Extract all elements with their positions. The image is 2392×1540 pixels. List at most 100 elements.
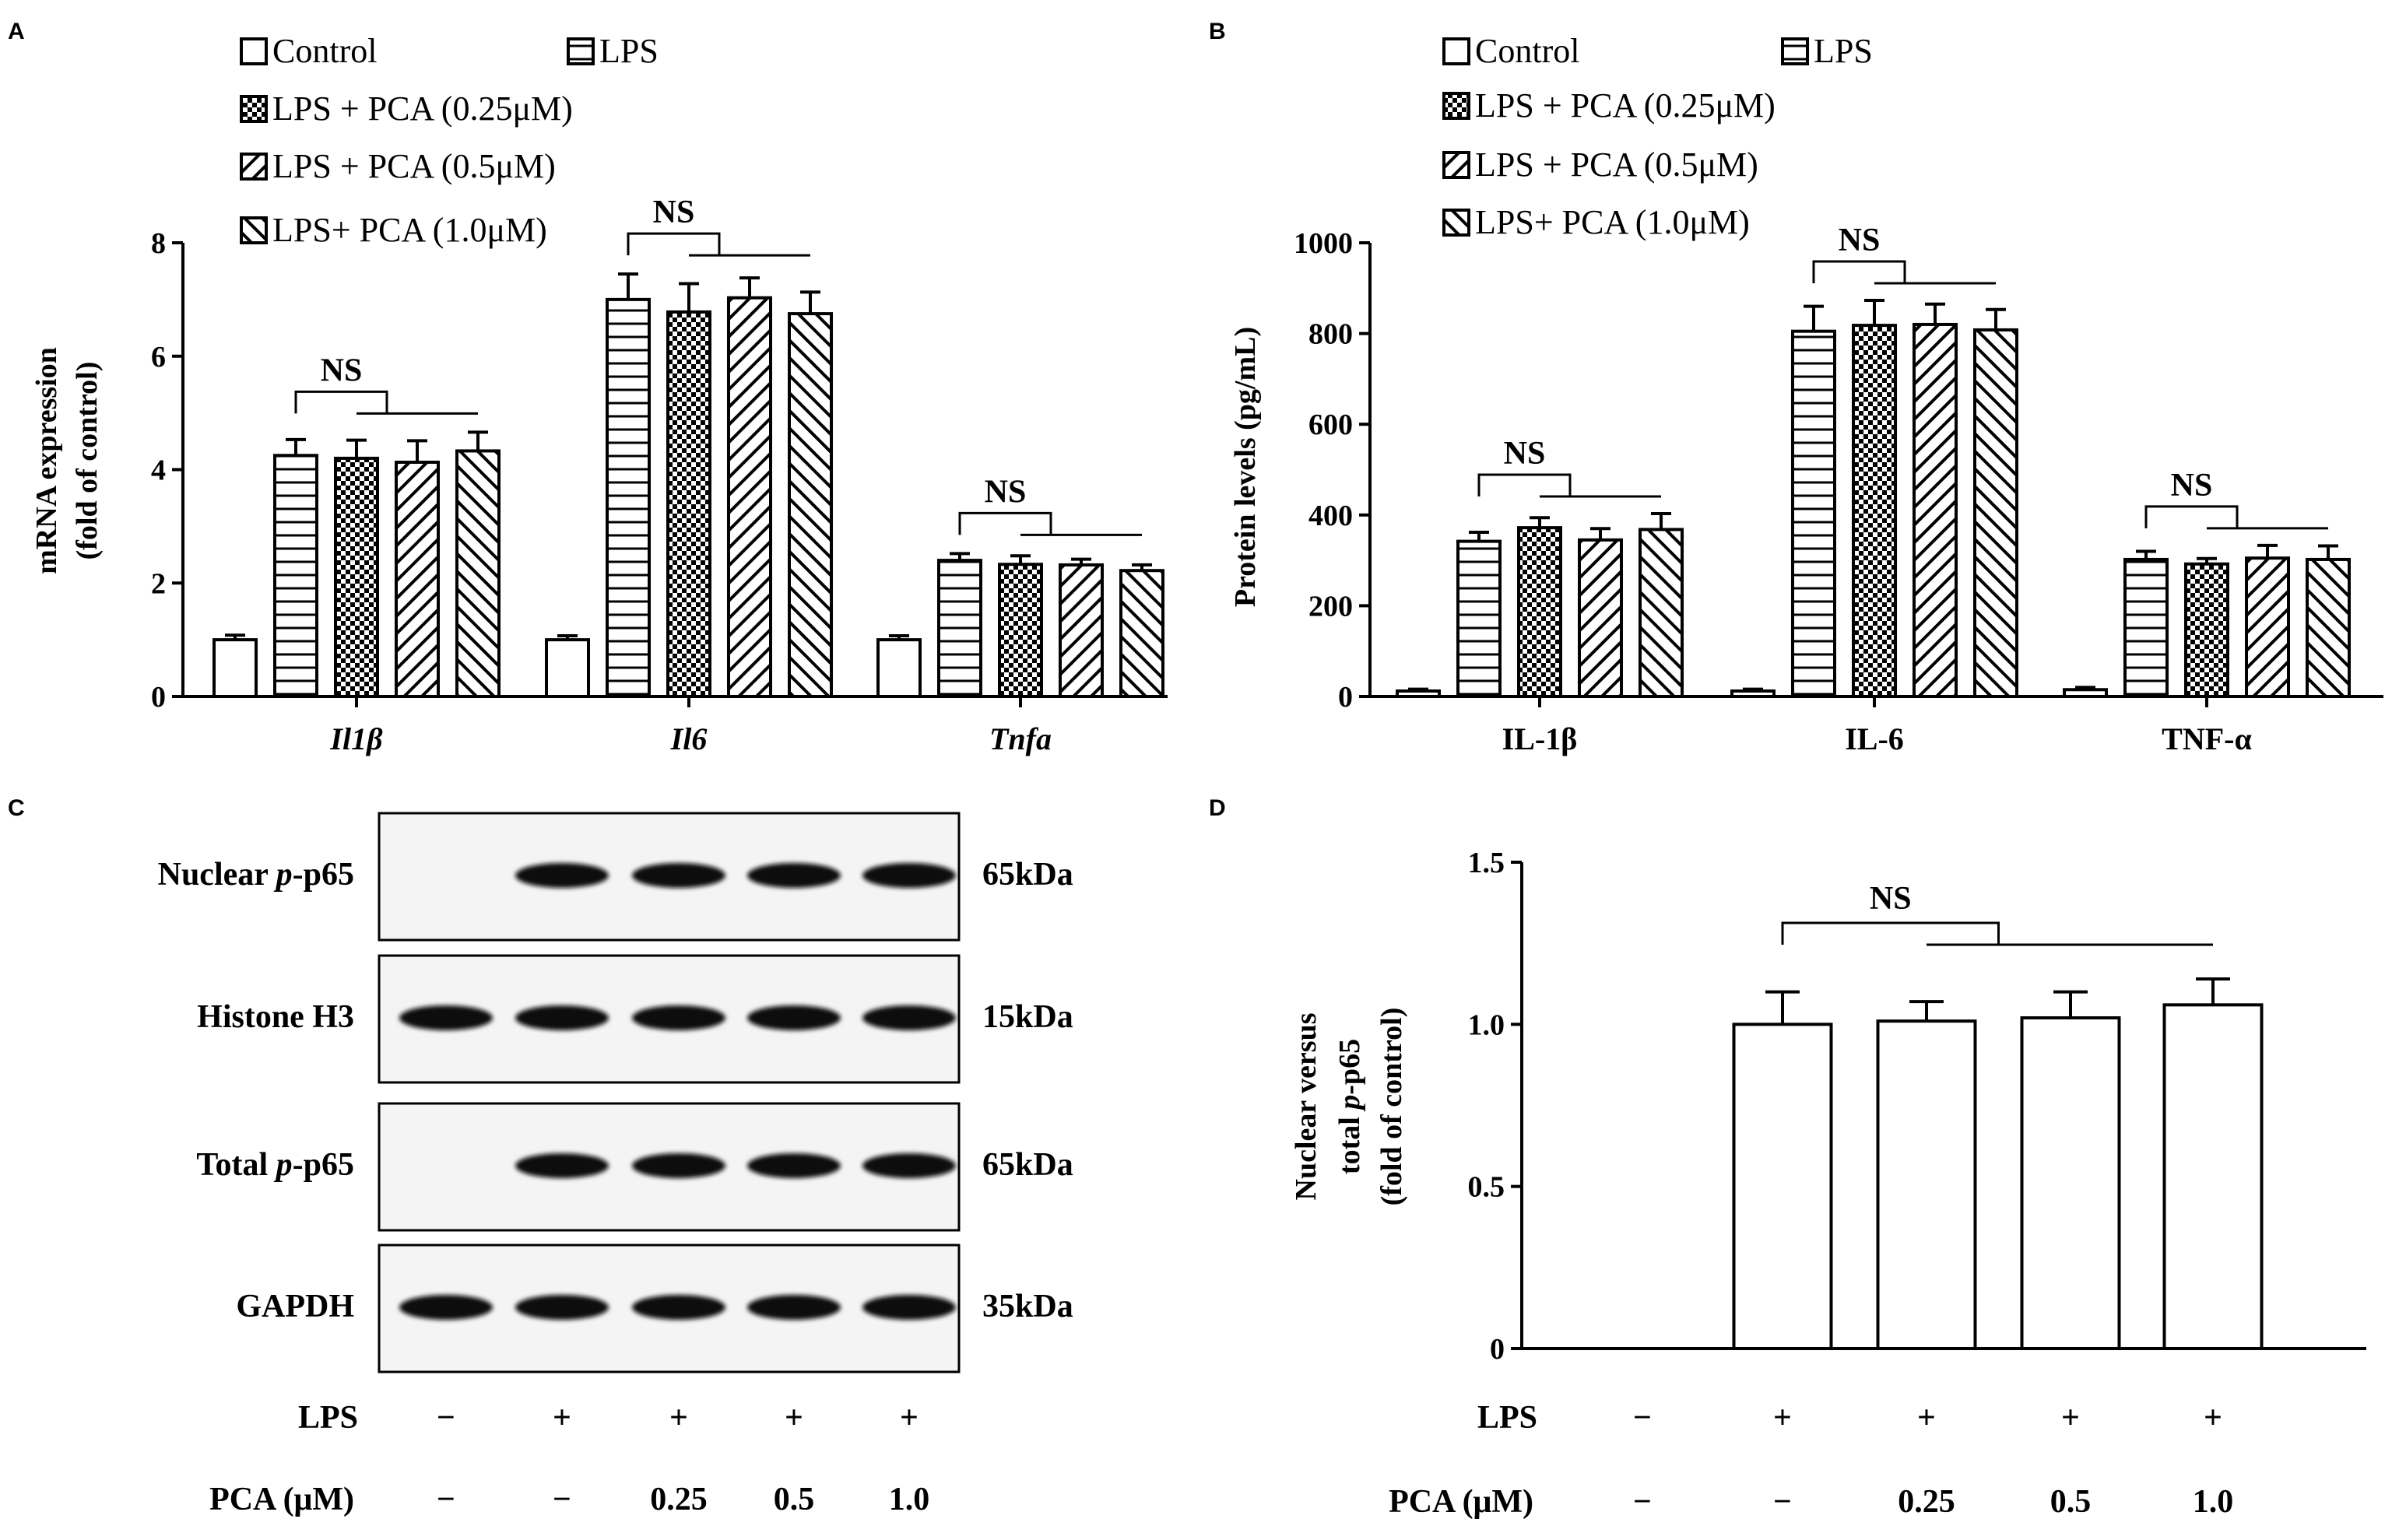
blot-lps-value: +: [669, 1400, 688, 1436]
chart-a-bar: [455, 449, 501, 698]
legend-b-swatch-pca10: [1442, 209, 1470, 237]
blot-row-label: Histone H3: [197, 999, 354, 1035]
legend-b-swatch-lps: [1781, 37, 1809, 65]
chart-b-bar: [1852, 324, 1897, 698]
chart-a-bar: [334, 456, 379, 698]
chart-b-ns-bracket: [1477, 473, 1572, 497]
blot-lps-value: +: [900, 1400, 919, 1436]
chart-d-bar: [2020, 1016, 2121, 1350]
chart-b-ns-label: NS: [1504, 436, 1546, 472]
chart-d-ylabel-3: (fold of control): [1375, 1008, 1408, 1206]
blot-row-label: Total p-p65: [196, 1147, 354, 1183]
chart-b-ns-bracket: [2144, 505, 2239, 528]
blot-band: [632, 1153, 725, 1178]
blot-band: [747, 1153, 841, 1178]
panel-label-c: C: [8, 795, 25, 821]
chart-a-ns-label: NS: [653, 195, 695, 230]
chart-a-category-label: Il1β: [329, 721, 383, 756]
legend-a-swatch-lps: [567, 37, 595, 65]
chart-d-pca-value: 0.25: [1898, 1484, 1955, 1520]
chart-a-category-label: Il6: [670, 721, 708, 756]
chart-d-ytick-label: 0: [1490, 1333, 1505, 1366]
chart-a-ytick-label: 8: [151, 227, 166, 260]
legend-a-pca025: LPS + PCA (0.25μM): [272, 89, 573, 128]
panel-label-a: A: [8, 19, 25, 44]
chart-a-ns-bracket: [958, 511, 1052, 535]
chart-a-bar: [788, 312, 833, 698]
blot-band: [862, 863, 956, 888]
blot-band: [862, 1295, 956, 1320]
blot-band: [747, 1005, 841, 1030]
blot-band: [399, 1005, 493, 1030]
chart-b-bar: [1639, 528, 1684, 698]
chart-b-bar: [2123, 557, 2169, 699]
panel-label-b: B: [1209, 19, 1226, 44]
blot-band: [632, 1295, 725, 1320]
legend-a-lps: LPS: [599, 32, 659, 70]
chart-d-pca-value: 1.0: [2193, 1484, 2234, 1520]
blot-band: [862, 1153, 956, 1178]
chart-a-bar: [666, 310, 711, 698]
blot-lps-value: −: [437, 1400, 455, 1436]
blot-kda-label: 65kDa: [982, 857, 1073, 893]
chart-d-ns-label: NS: [1870, 881, 1912, 917]
blot-row-label: Nuclear p-p65: [158, 857, 354, 893]
chart-d: Nuclear versus total p-p65 (fold of cont…: [1290, 847, 2366, 1520]
blot-row-label: GAPDH: [236, 1289, 354, 1324]
chart-a-bar: [937, 559, 982, 698]
legend-b-pca05: LPS + PCA (0.5μM): [1475, 146, 1758, 184]
chart-d-pca-value: −: [1773, 1484, 1792, 1520]
chart-b-bar: [1791, 329, 1836, 698]
chart-d-bar: [2162, 1003, 2264, 1351]
legend-b-pca10: LPS+ PCA (1.0μM): [1475, 203, 1750, 241]
chart-b-ytick-label: 800: [1308, 318, 1353, 351]
chart-d-lps-value: +: [2061, 1400, 2080, 1436]
legend-a: Control LPS LPS + PCA (0.25μM) LPS + PCA…: [240, 32, 659, 249]
legend-b: Control LPS LPS + PCA (0.25μM) LPS + PCA…: [1442, 32, 1873, 241]
legend-b-control: Control: [1475, 32, 1579, 70]
chart-a-ns-bracket: [627, 232, 721, 256]
legend-b-pca025: LPS + PCA (0.25μM): [1475, 86, 1776, 125]
blot-band: [632, 863, 725, 888]
chart-b-ytick-label: 600: [1308, 409, 1353, 441]
chart-b-bar: [1730, 689, 1776, 699]
blot-lps-value: +: [553, 1400, 571, 1436]
chart-d-ytick-label: 1.5: [1468, 847, 1505, 879]
chart-a-bar: [998, 563, 1043, 698]
blot-kda-label: 65kDa: [982, 1147, 1073, 1183]
legend-a-swatch-pca025: [240, 95, 268, 123]
chart-d-lps-value: −: [1633, 1400, 1652, 1436]
chart-a-category-label: Tnfa: [989, 721, 1052, 756]
legend-b-swatch-pca025: [1442, 92, 1470, 120]
chart-d-ytick-label: 1.0: [1468, 1009, 1505, 1041]
chart-a-ns-bracket: [294, 390, 388, 414]
blot-kda-label: 35kDa: [982, 1289, 1073, 1324]
chart-b-bar: [1456, 539, 1502, 699]
chart-a-bar: [606, 297, 651, 698]
blot-pca-value: 0.5: [774, 1482, 815, 1517]
blot-pca-label: PCA (μM): [209, 1482, 354, 1517]
chart-d-ylabel-2: total p-p65: [1333, 1039, 1366, 1174]
legend-a-pca10: LPS+ PCA (1.0μM): [272, 211, 547, 249]
chart-a-bar: [395, 461, 440, 698]
chart-d-ytick-label: 0.5: [1468, 1171, 1505, 1204]
chart-d-ns-bracket: [1781, 921, 2000, 945]
chart-a: mRNA expression (fold of control) 0 2 4 6 8 I…: [30, 195, 1168, 756]
chart-a-bar: [727, 296, 772, 699]
legend-a-swatch-pca05: [240, 153, 268, 181]
chart-b-ytick-label: 400: [1308, 500, 1353, 532]
chart-b-bar: [1396, 689, 1441, 699]
blot-pca-value: −: [553, 1482, 571, 1517]
chart-a-ns-label: NS: [321, 353, 363, 388]
chart-a-bar: [1119, 569, 1164, 699]
chart-b-ytick-label: 200: [1308, 590, 1353, 623]
panel-label-d: D: [1209, 795, 1226, 821]
chart-d-bar: [1732, 1023, 1833, 1351]
chart-a-bar: [273, 454, 318, 698]
chart-a-bar: [876, 638, 922, 698]
blot-pca-value: 1.0: [889, 1482, 930, 1517]
chart-b-ylabel: Protein levels (pg/mL): [1229, 327, 1262, 607]
chart-a-ytick-label: 4: [151, 454, 166, 487]
chart-a-ylabel-2: (fold of control): [71, 362, 104, 560]
legend-a-control: Control: [272, 32, 377, 70]
